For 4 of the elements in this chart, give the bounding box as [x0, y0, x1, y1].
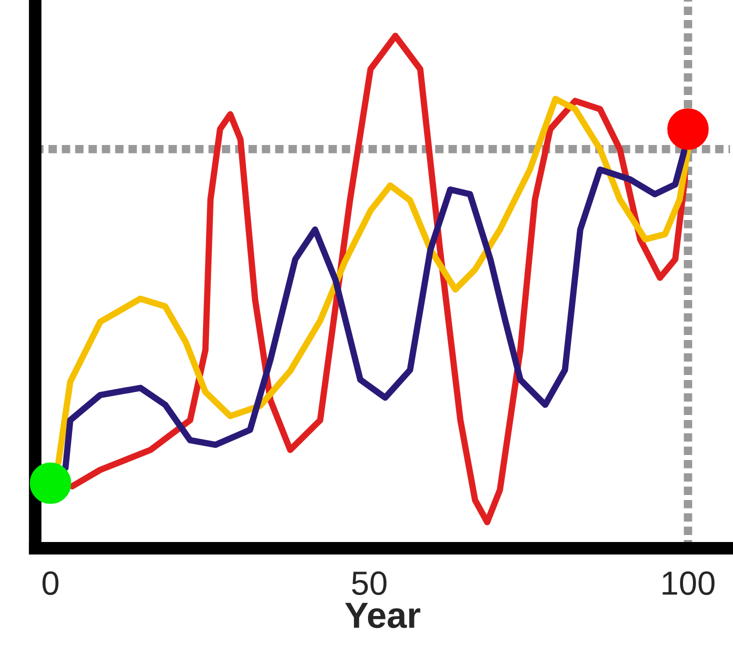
x-axis-title: Year	[345, 602, 420, 628]
x-tick-label: 50	[352, 571, 386, 595]
x-tick-label: 0	[42, 571, 58, 595]
x-tick-label: 100	[662, 571, 714, 595]
